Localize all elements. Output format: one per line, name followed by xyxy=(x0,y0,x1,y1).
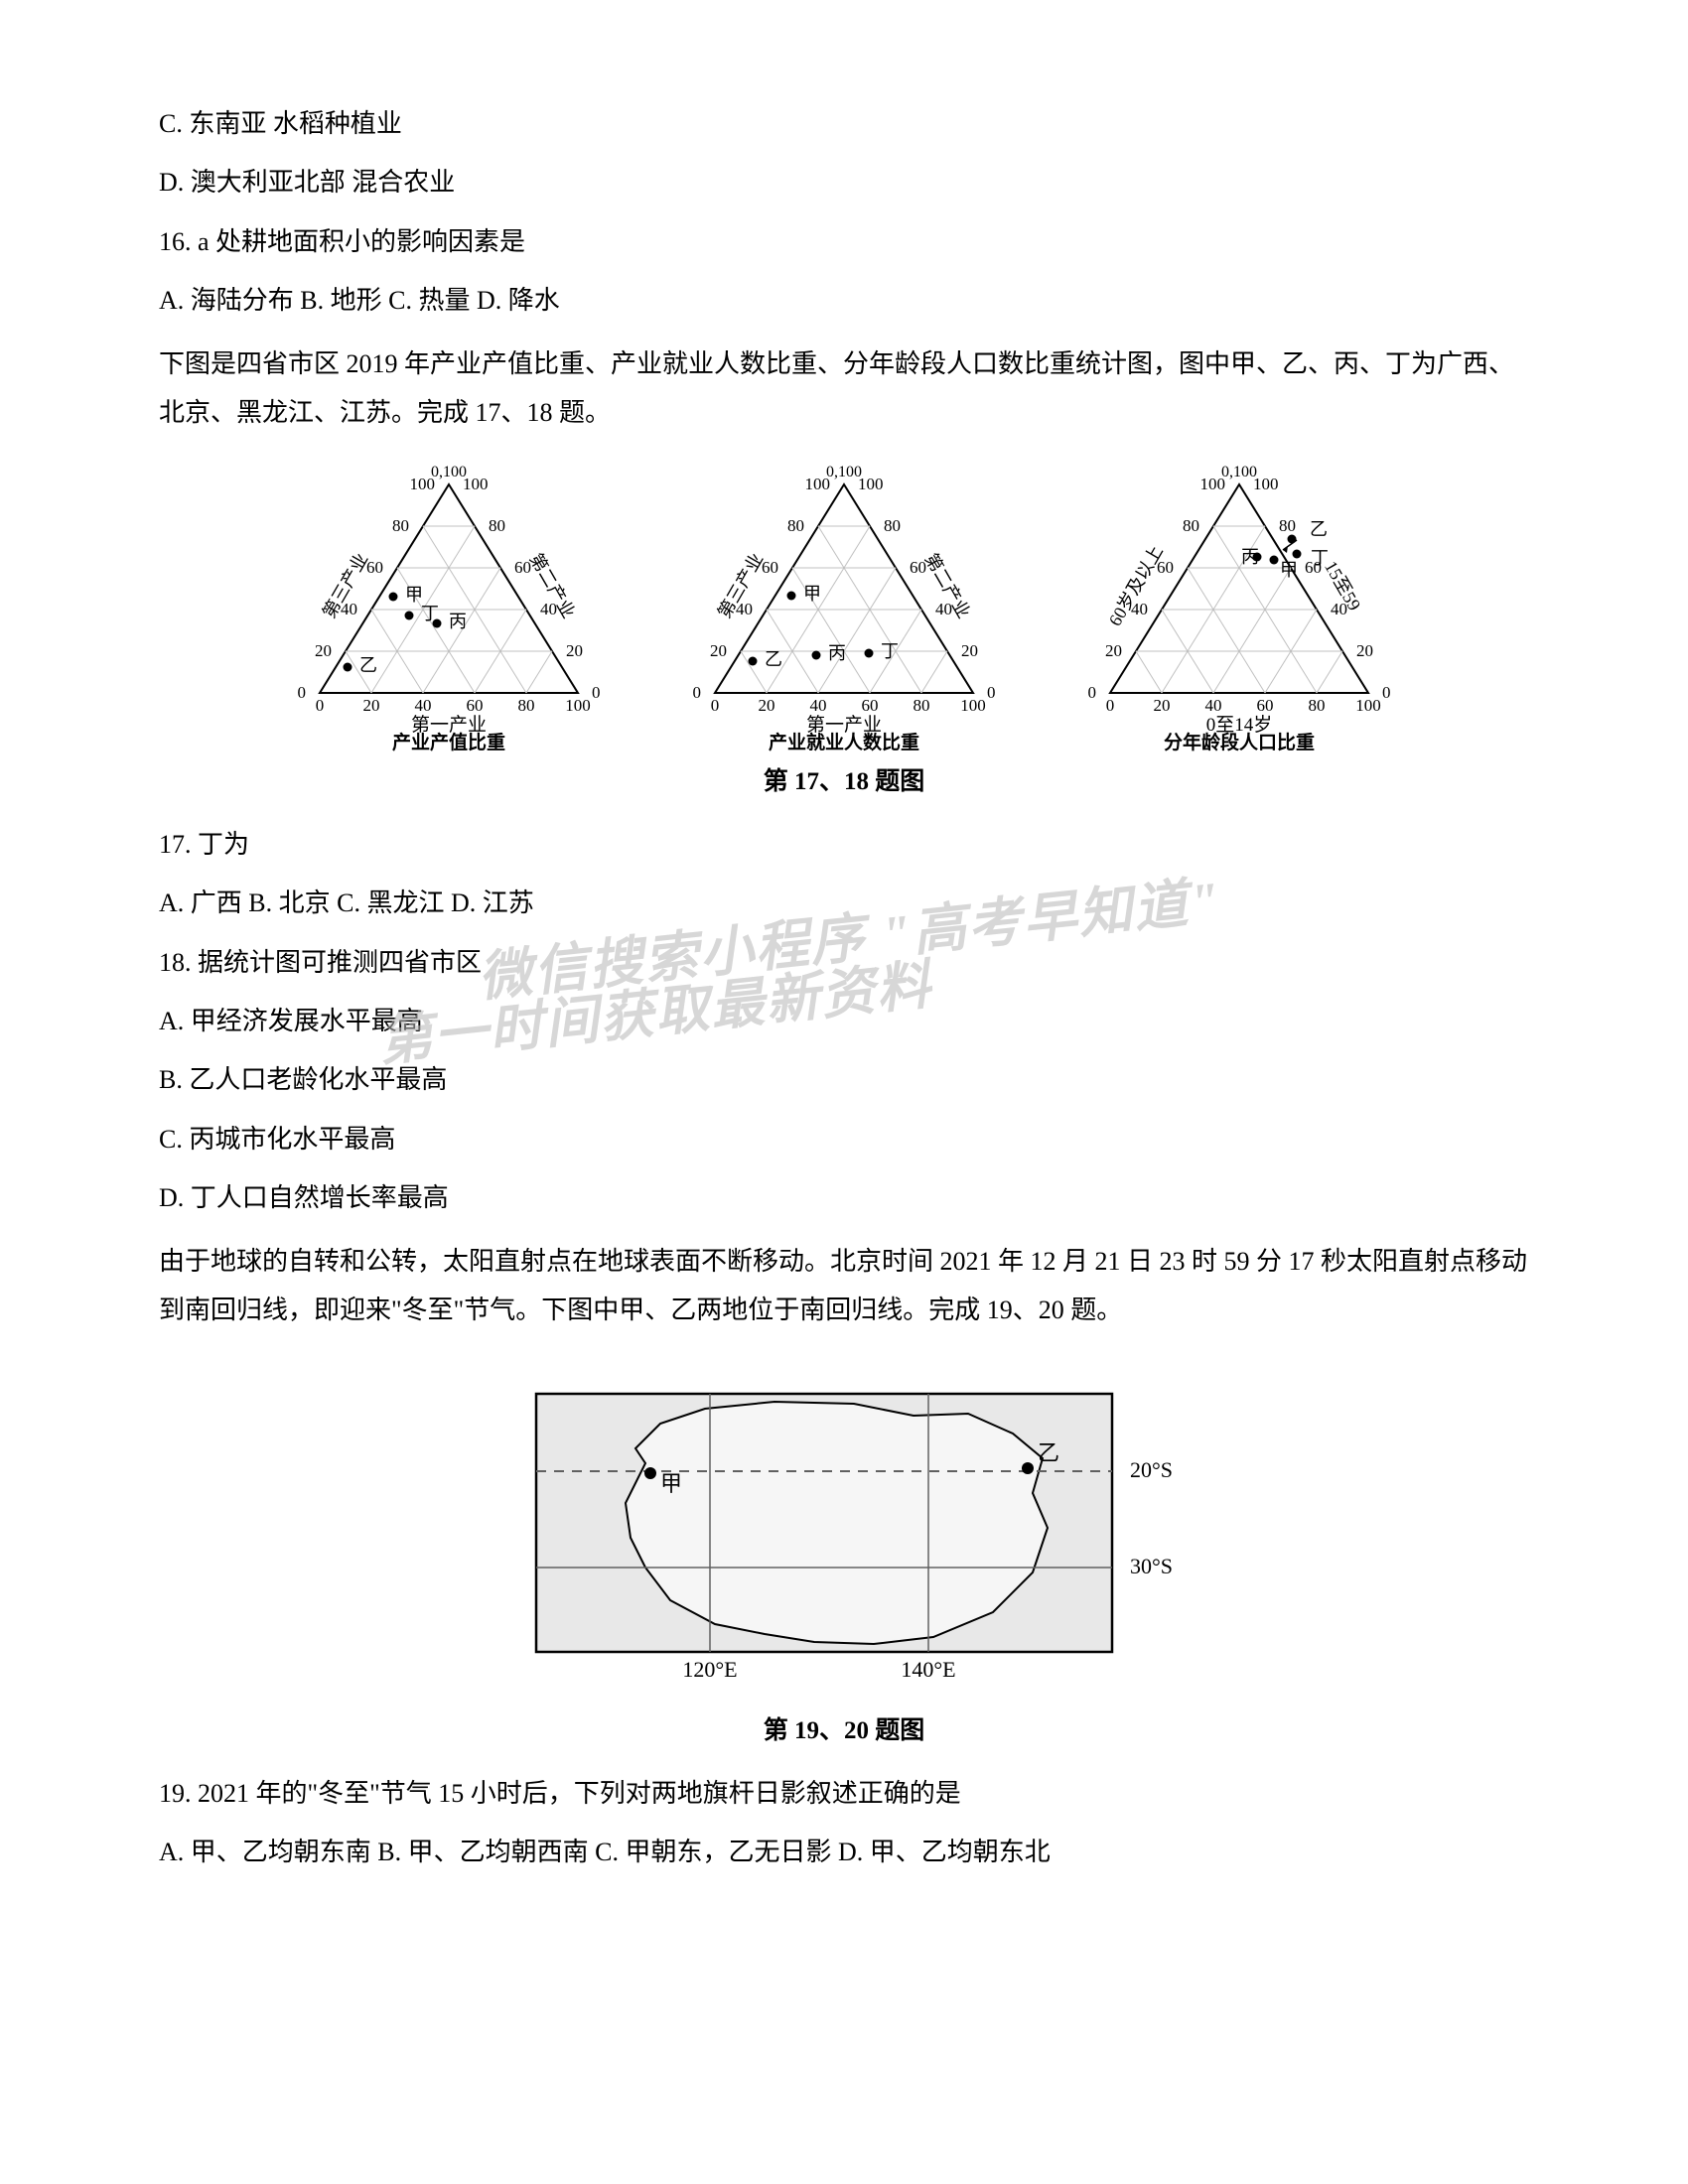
svg-text:80: 80 xyxy=(1279,516,1296,535)
svg-text:60: 60 xyxy=(467,696,484,715)
svg-text:产业产值比重: 产业产值比重 xyxy=(392,731,505,752)
svg-text:60: 60 xyxy=(1257,696,1274,715)
svg-text:甲: 甲 xyxy=(1280,560,1298,580)
svg-text:0: 0 xyxy=(1382,683,1391,702)
svg-text:甲: 甲 xyxy=(803,584,821,604)
figure-caption-1718: 第 17、18 题图 xyxy=(159,758,1529,806)
svg-text:乙: 乙 xyxy=(359,655,377,675)
svg-text:20: 20 xyxy=(759,696,775,715)
svg-text:0: 0 xyxy=(1106,696,1115,715)
ternary-chart-3: 0010020208040406060604080802010010000,10… xyxy=(1051,455,1428,752)
svg-text:乙: 乙 xyxy=(765,649,782,669)
svg-text:20: 20 xyxy=(1154,696,1171,715)
svg-text:甲: 甲 xyxy=(660,1471,682,1496)
svg-text:80: 80 xyxy=(489,516,505,535)
svg-text:80: 80 xyxy=(392,516,409,535)
svg-text:0: 0 xyxy=(298,683,307,702)
svg-text:分年龄段人口比重: 分年龄段人口比重 xyxy=(1164,731,1315,752)
q18-c: C. 丙城市化水平最高 xyxy=(159,1115,1529,1163)
svg-text:80: 80 xyxy=(884,516,901,535)
svg-text:60: 60 xyxy=(862,696,879,715)
svg-text:甲: 甲 xyxy=(405,585,423,605)
q18-stem: 18. 据统计图可推测四省市区 xyxy=(159,938,1529,987)
svg-text:20: 20 xyxy=(315,641,332,660)
svg-text:丙: 丙 xyxy=(1241,547,1259,567)
svg-text:40: 40 xyxy=(415,696,432,715)
svg-text:20: 20 xyxy=(363,696,380,715)
svg-text:丁: 丁 xyxy=(881,641,899,661)
svg-text:120°E: 120°E xyxy=(682,1657,737,1682)
svg-text:丁: 丁 xyxy=(1311,548,1329,568)
q18-a: A. 甲经济发展水平最高 xyxy=(159,997,1529,1045)
svg-text:20°S: 20°S xyxy=(1130,1457,1173,1482)
intro-1920: 由于地球的自转和公转，太阳直射点在地球表面不断移动。北京时间 2021 年 12… xyxy=(159,1237,1529,1335)
svg-text:80: 80 xyxy=(787,516,804,535)
q16-stem: 16. a 处耕地面积小的影响因素是 xyxy=(159,217,1529,266)
svg-text:0,100: 0,100 xyxy=(431,464,467,480)
svg-text:20: 20 xyxy=(1356,641,1373,660)
q18-d: D. 丁人口自然增长率最高 xyxy=(159,1173,1529,1222)
intro-1718: 下图是四省市区 2019 年产业产值比重、产业就业人数比重、分年龄段人口数比重统… xyxy=(159,340,1529,438)
option-c: C. 东南亚 水稻种植业 xyxy=(159,99,1529,148)
svg-text:80: 80 xyxy=(1309,696,1326,715)
svg-text:100: 100 xyxy=(1355,696,1381,715)
svg-text:0: 0 xyxy=(1088,683,1097,702)
svg-text:20: 20 xyxy=(566,641,583,660)
ternary-chart-2: 0010020208040406060604080802010010000,10… xyxy=(655,455,1033,752)
ternary-chart-1: 0010020208040406060604080802010010000,10… xyxy=(260,455,637,752)
svg-text:140°E: 140°E xyxy=(901,1657,955,1682)
svg-text:40: 40 xyxy=(810,696,827,715)
svg-text:丙: 丙 xyxy=(449,612,467,631)
svg-text:40: 40 xyxy=(1205,696,1222,715)
svg-text:0: 0 xyxy=(316,696,325,715)
svg-text:0: 0 xyxy=(987,683,996,702)
svg-text:20: 20 xyxy=(710,641,727,660)
svg-text:0: 0 xyxy=(693,683,702,702)
svg-text:100: 100 xyxy=(565,696,591,715)
option-d: D. 澳大利亚北部 混合农业 xyxy=(159,158,1529,206)
svg-text:0,100: 0,100 xyxy=(1221,464,1257,480)
q16-options: A. 海陆分布 B. 地形 C. 热量 D. 降水 xyxy=(159,276,1529,325)
q18-b: B. 乙人口老龄化水平最高 xyxy=(159,1055,1529,1104)
map-figure: 甲 乙 20°S 30°S 120°E 140°E xyxy=(159,1354,1529,1702)
svg-text:20: 20 xyxy=(961,641,978,660)
q17-stem: 17. 丁为 xyxy=(159,820,1529,869)
svg-text:0: 0 xyxy=(711,696,720,715)
figure-caption-1920: 第 19、20 题图 xyxy=(159,1707,1529,1755)
svg-text:100: 100 xyxy=(960,696,986,715)
svg-text:0: 0 xyxy=(592,683,601,702)
svg-text:30°S: 30°S xyxy=(1130,1554,1173,1578)
svg-text:产业就业人数比重: 产业就业人数比重 xyxy=(769,731,919,752)
svg-text:80: 80 xyxy=(518,696,535,715)
ternary-figure-group: 0010020208040406060604080802010010000,10… xyxy=(199,455,1489,752)
svg-text:80: 80 xyxy=(914,696,930,715)
svg-text:80: 80 xyxy=(1183,516,1199,535)
q19-options: A. 甲、乙均朝东南 B. 甲、乙均朝西南 C. 甲朝东，乙无日影 D. 甲、乙… xyxy=(159,1828,1529,1876)
svg-text:丙: 丙 xyxy=(828,643,846,663)
svg-text:乙: 乙 xyxy=(1310,519,1328,539)
svg-text:20: 20 xyxy=(1105,641,1122,660)
q19-stem: 19. 2021 年的"冬至"节气 15 小时后，下列对两地旗杆日影叙述正确的是 xyxy=(159,1769,1529,1818)
svg-text:乙: 乙 xyxy=(1038,1440,1059,1465)
svg-text:0,100: 0,100 xyxy=(826,464,862,480)
q17-options: A. 广西 B. 北京 C. 黑龙江 D. 江苏 xyxy=(159,879,1529,927)
